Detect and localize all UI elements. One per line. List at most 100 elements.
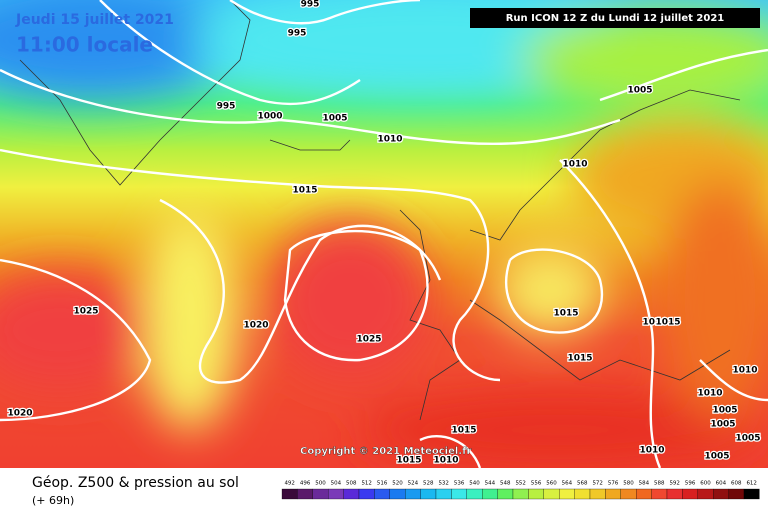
scale-swatch (420, 488, 437, 500)
isobars (0, 0, 768, 468)
isobar-label: 1010 (642, 318, 667, 328)
scale-swatch (312, 488, 329, 500)
scale-swatch (559, 488, 575, 500)
isobar-label: 1025 (73, 307, 98, 317)
isobar-label: 1015 (567, 354, 592, 364)
scale-swatch (466, 488, 483, 500)
scale-swatch (328, 488, 344, 500)
isobar-label: 1020 (7, 409, 32, 419)
scale-swatch (636, 488, 652, 500)
isobar-label: 995 (288, 29, 307, 39)
scale-swatch (574, 488, 591, 500)
isobar-label: 1000 (257, 112, 282, 122)
run-info: Run ICON 12 Z du Lundi 12 juillet 2021 (506, 13, 725, 24)
scale-label: 500 (315, 481, 326, 487)
scale-label: 568 (577, 481, 588, 487)
scale-swatch (497, 488, 514, 500)
scale-label: 572 (592, 481, 603, 487)
scale-label: 612 (746, 481, 757, 487)
scale-label: 588 (654, 481, 665, 487)
scale-swatch (666, 488, 683, 500)
isobar-label: 995 (217, 102, 236, 112)
isobar-label: 1005 (735, 434, 760, 444)
scale-swatch (713, 488, 729, 500)
scale-label: 492 (284, 481, 295, 487)
scale-label: 536 (454, 481, 465, 487)
isobar-label: 1005 (627, 86, 652, 96)
scale-swatch (743, 488, 760, 500)
isobar-label: 1005 (704, 452, 729, 462)
isobar-label: 1015 (396, 456, 421, 466)
isobar-label: 1005 (322, 114, 347, 124)
scale-label: 552 (515, 481, 526, 487)
scale-swatch (435, 488, 452, 500)
scale-swatch (297, 488, 313, 500)
isobar-label: 1020 (243, 321, 268, 331)
run-box (470, 8, 760, 28)
scale-label: 600 (700, 481, 711, 487)
scale-swatch (343, 488, 360, 500)
scale-label: 584 (639, 481, 650, 487)
scale-swatch (374, 488, 390, 500)
color-scale: 492 496 500 504 508 512 516 520 524 528 532 536 540 5… (281, 481, 760, 500)
scale-label: 532 (438, 481, 449, 487)
scale-swatch (651, 488, 668, 500)
scale-swatch (389, 488, 406, 500)
scale-swatch (620, 488, 637, 500)
isobar-label: 1010 (377, 135, 402, 145)
isobar-label: 1010 (562, 160, 587, 170)
isobar-label: 1005 (710, 420, 735, 430)
isobar-label: 1010 (697, 389, 722, 399)
isobar-label: 1025 (356, 335, 381, 345)
isobar-label: 1005 (712, 406, 737, 416)
scale-label: 596 (685, 481, 696, 487)
scale-label: 504 (331, 481, 342, 487)
scale-swatch (405, 488, 421, 500)
scale-label: 608 (731, 481, 742, 487)
copyright: Copyright © 2021 Meteociel.fr (300, 446, 471, 457)
scale-label: 604 (716, 481, 727, 487)
scale-label: 496 (300, 481, 311, 487)
scale-label: 580 (623, 481, 634, 487)
isobar-label: 1015 (553, 309, 578, 319)
coastlines (19, 0, 741, 421)
scale-label: 528 (423, 481, 434, 487)
scale-label: 520 (392, 481, 403, 487)
forecast-date: Jeudi 15 juillet 2021 (15, 12, 174, 28)
scale-swatch (543, 488, 560, 500)
scale-swatch (605, 488, 621, 500)
scale-swatch (482, 488, 498, 500)
scale-label: 576 (608, 481, 619, 487)
scale-label: 540 (469, 481, 480, 487)
scale-label: 560 (546, 481, 557, 487)
isobar-label: 1015 (655, 318, 680, 328)
scale-swatch (528, 488, 544, 500)
scale-swatch (358, 488, 375, 500)
scale-swatch (451, 488, 467, 500)
scale-label: 524 (408, 481, 419, 487)
scale-swatch (281, 488, 298, 500)
scale-swatch (728, 488, 745, 500)
scale-label: 564 (562, 481, 573, 487)
isobar-label: 1015 (451, 426, 476, 436)
scale-label: 516 (377, 481, 388, 487)
isobar-label: 1010 (639, 446, 664, 456)
footer-lead: (+ 69h) (32, 494, 74, 507)
scale-label: 548 (500, 481, 511, 487)
isobar-label: 995 (301, 0, 320, 10)
scale-label: 512 (361, 481, 372, 487)
scale-swatch (682, 488, 698, 500)
scale-label: 592 (669, 481, 680, 487)
scale-swatch (512, 488, 529, 500)
scale-label: 544 (485, 481, 496, 487)
forecast-time: 11:00 locale (16, 33, 153, 57)
scale-swatch (589, 488, 606, 500)
footer-title: Géop. Z500 & pression au sol (32, 475, 239, 491)
isobar-label: 1010 (433, 456, 458, 466)
scale-swatch (697, 488, 714, 500)
isobar-label: 1015 (292, 186, 317, 196)
isobar-label: 1010 (732, 366, 757, 376)
scale-label: 556 (531, 481, 542, 487)
